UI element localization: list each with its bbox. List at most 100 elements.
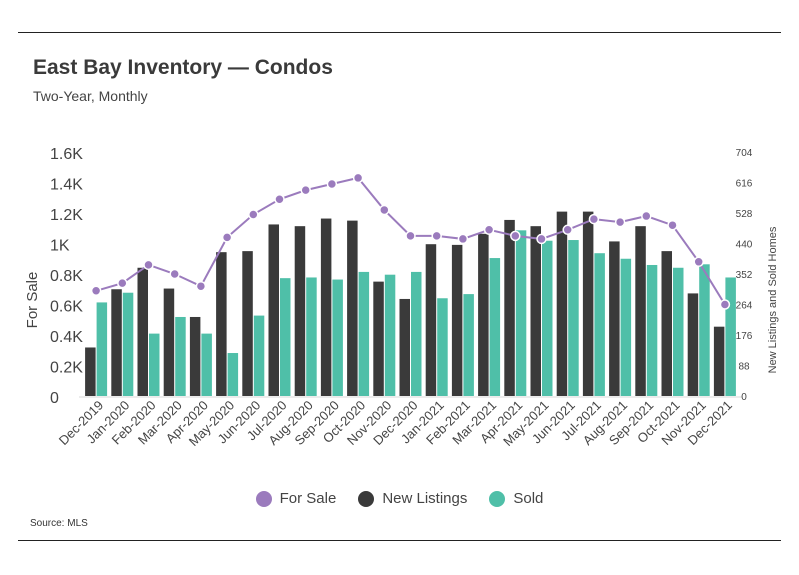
bar-sold-24: [725, 277, 736, 396]
for-sale-point-18: [562, 224, 573, 236]
bar-new-listings-9: [320, 218, 332, 396]
legend-item-for-sale: For Sale: [255, 490, 337, 507]
y-right-tick-4: 352: [736, 270, 753, 281]
bar-sold-16: [515, 230, 527, 396]
for-sale-point-6: [248, 209, 259, 220]
for-sale-point-12: [405, 230, 416, 242]
for-sale-point-10: [352, 172, 364, 184]
y-left-tick-1: 0.2K: [50, 360, 83, 377]
y-right-tick-6: 528: [736, 209, 753, 220]
y-right-axis-label: New Listings and Sold Homes: [767, 226, 779, 373]
legend-label-sold: Sold: [513, 490, 544, 507]
bar-new-listings-7: [268, 224, 279, 396]
bar-new-listings-21: [635, 226, 646, 396]
bar-new-listings-0: [85, 347, 96, 396]
bar-sold-13: [437, 298, 448, 396]
legend-item-new-listings: New Listings: [358, 490, 467, 507]
bar-sold-5: [227, 353, 239, 396]
bar-new-listings-23: [687, 293, 699, 396]
source-note: Source: MLS: [30, 518, 88, 529]
bar-sold-0: [96, 302, 108, 396]
bar-sold-20: [620, 258, 632, 396]
for-sale-point-3: [169, 268, 180, 280]
bar-new-listings-6: [242, 251, 253, 396]
y-right-tick-3: 264: [736, 301, 753, 312]
for-sale-line-group: [90, 172, 731, 310]
bar-new-listings-8: [294, 226, 306, 396]
bar-sold-2: [149, 333, 160, 396]
bar-new-listings-11: [373, 281, 384, 396]
legend-label-for-sale: For Sale: [279, 490, 337, 507]
y-left-tick-8: 1.6K: [50, 146, 83, 163]
bar-sold-15: [489, 258, 501, 396]
bar-sold-17: [542, 240, 553, 396]
y-right-tick-2: 176: [736, 331, 753, 342]
bar-sold-4: [201, 333, 212, 396]
for-sale-point-11: [379, 204, 390, 216]
bar-sold-11: [384, 274, 396, 396]
bar-sold-6: [253, 315, 265, 396]
bar-new-listings-5: [216, 252, 227, 396]
y-right-tick-7: 616: [736, 179, 753, 190]
legend: For Sale New Listings Sold: [0, 490, 799, 507]
bar-sold-9: [332, 279, 343, 396]
bar-sold-18: [568, 240, 579, 396]
bar-new-listings-14: [451, 244, 463, 396]
chart-title: East Bay Inventory — Condos: [33, 56, 333, 79]
for-sale-point-24: [719, 299, 731, 310]
for-sale-point-5: [221, 232, 233, 243]
legend-swatch-new-listings: [358, 490, 375, 507]
for-sale-point-1: [117, 277, 128, 289]
for-sale-point-0: [90, 285, 102, 297]
bar-sold-7: [280, 278, 291, 396]
legend-item-sold: Sold: [489, 490, 543, 507]
for-sale-point-20: [614, 216, 626, 228]
for-sale-point-2: [143, 259, 154, 271]
bar-new-listings-1: [111, 289, 122, 396]
for-sale-point-22: [667, 219, 678, 231]
y-right-tick-1: 88: [738, 362, 750, 373]
for-sale-point-21: [641, 210, 652, 222]
legend-swatch-for-sale: [255, 490, 272, 507]
bar-new-listings-4: [189, 316, 201, 396]
for-sale-point-23: [693, 256, 704, 268]
bottom-rule: [18, 540, 781, 541]
bar-sold-21: [646, 264, 658, 396]
bar-new-listings-17: [530, 226, 541, 396]
bar-sold-3: [175, 316, 186, 396]
bar-new-listings-18: [556, 211, 568, 396]
for-sale-point-15: [483, 224, 495, 236]
y-left-tick-7: 1.4K: [50, 177, 83, 194]
y-left-tick-3: 0.6K: [50, 299, 83, 316]
for-sale-point-7: [274, 194, 285, 205]
for-sale-point-9: [326, 178, 338, 190]
bar-sold-12: [411, 271, 422, 396]
for-sale-point-13: [431, 230, 442, 242]
bar-sold-19: [594, 253, 605, 396]
bar-new-listings-20: [609, 241, 620, 396]
y-left-tick-4: 0.8K: [50, 268, 83, 285]
bar-sold-8: [306, 277, 317, 396]
y-right-tick-8: 704: [736, 148, 753, 159]
bar-new-listings-15: [478, 233, 489, 396]
bar-new-listings-19: [582, 211, 594, 396]
for-sale-point-16: [510, 230, 521, 242]
y-left-tick-0: 0: [50, 390, 59, 407]
y-left-tick-6: 1.2K: [50, 207, 83, 224]
bar-new-listings-2: [137, 267, 148, 396]
for-sale-point-14: [457, 233, 469, 245]
bar-new-listings-3: [163, 288, 175, 396]
legend-swatch-sold: [489, 490, 506, 507]
bar-new-listings-13: [425, 244, 437, 396]
bar-sold-1: [122, 292, 134, 396]
bar-sold-22: [673, 267, 684, 396]
bars-group: [85, 211, 736, 396]
y-right-tick-5: 440: [736, 240, 753, 251]
bar-new-listings-16: [504, 219, 515, 396]
bar-sold-14: [463, 294, 474, 396]
chart-subtitle: Two-Year, Monthly: [33, 88, 148, 104]
bar-new-listings-24: [713, 326, 725, 396]
y-left-tick-5: 1K: [50, 238, 70, 255]
bar-new-listings-22: [661, 251, 672, 396]
